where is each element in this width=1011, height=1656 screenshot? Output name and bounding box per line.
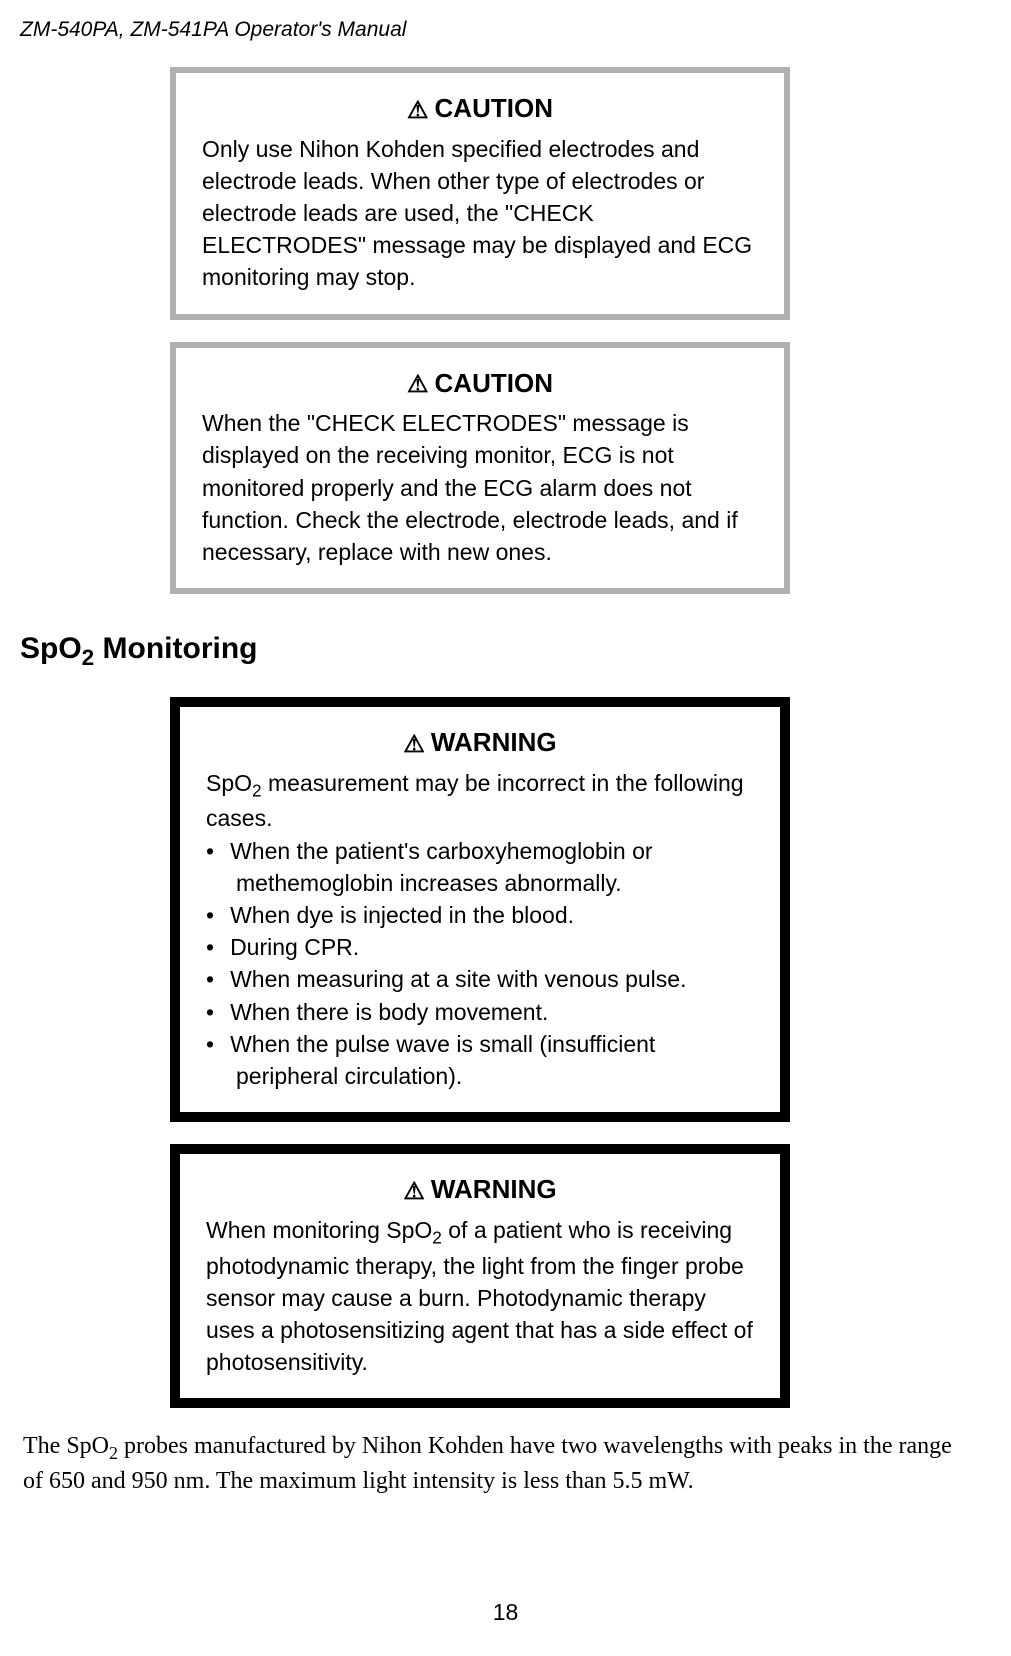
manual-header: ZM-540PA, ZM-541PA Operator's Manual — [20, 18, 406, 42]
para-subscript: 2 — [109, 1443, 118, 1463]
warning-title-1: ⚠WARNING — [206, 727, 754, 759]
list-item: When the pulse wave is small (insufficie… — [206, 1028, 754, 1092]
para-prefix: The SpO — [23, 1433, 109, 1459]
warning-triangle-icon: ⚠ — [403, 730, 425, 759]
warning-box-2: ⚠WARNING When monitoring SpO2 of a patie… — [170, 1144, 790, 1408]
text-subscript: 2 — [432, 1227, 442, 1247]
warning-label: WARNING — [431, 1174, 557, 1204]
intro-subscript: 2 — [252, 780, 262, 800]
heading-prefix: SpO — [20, 632, 82, 665]
warning-bullet-list: When the patient's carboxyhemoglobin or … — [206, 835, 754, 1093]
warning-intro: SpO2 measurement may be incorrect in the… — [206, 767, 754, 835]
intro-suffix: measurement may be incorrect in the foll… — [206, 770, 744, 832]
heading-suffix: Monitoring — [94, 632, 257, 665]
warning-triangle-icon: ⚠ — [407, 370, 429, 399]
intro-prefix: SpO — [206, 770, 252, 796]
caution-title-2: ⚠CAUTION — [202, 368, 758, 400]
list-item: When the patient's carboxyhemoglobin or … — [206, 835, 754, 899]
warning-box-1: ⚠WARNING SpO2 measurement may be incorre… — [170, 697, 790, 1122]
caution-label: CAUTION — [435, 93, 553, 123]
warning-label: WARNING — [431, 727, 557, 757]
section-heading: SpO2 Monitoring — [20, 632, 1011, 671]
caution-box-2: ⚠CAUTION When the "CHECK ELECTRODES" mes… — [170, 342, 790, 595]
page-number: 18 — [0, 1599, 1011, 1626]
list-item: When there is body movement. — [206, 996, 754, 1028]
caution-label: CAUTION — [435, 368, 553, 398]
heading-subscript: 2 — [82, 645, 95, 670]
caution-title-1: ⚠CAUTION — [202, 93, 758, 125]
text-prefix: When monitoring SpO — [206, 1217, 432, 1243]
list-item: When dye is injected in the blood. — [206, 899, 754, 931]
warning-triangle-icon: ⚠ — [403, 1177, 425, 1206]
body-paragraph: The SpO2 probes manufactured by Nihon Ko… — [23, 1430, 971, 1497]
caution-text-2: When the "CHECK ELECTRODES" message is d… — [202, 407, 758, 568]
caution-text-1: Only use Nihon Kohden specified electrod… — [202, 133, 758, 294]
warning-triangle-icon: ⚠ — [407, 96, 429, 125]
caution-box-1: ⚠CAUTION Only use Nihon Kohden specified… — [170, 67, 790, 320]
list-item: During CPR. — [206, 931, 754, 963]
para-suffix: probes manufactured by Nihon Kohden have… — [23, 1433, 952, 1494]
list-item: When measuring at a site with venous pul… — [206, 963, 754, 995]
warning-title-2: ⚠WARNING — [206, 1174, 754, 1206]
warning-text-2: When monitoring SpO2 of a patient who is… — [206, 1214, 754, 1378]
